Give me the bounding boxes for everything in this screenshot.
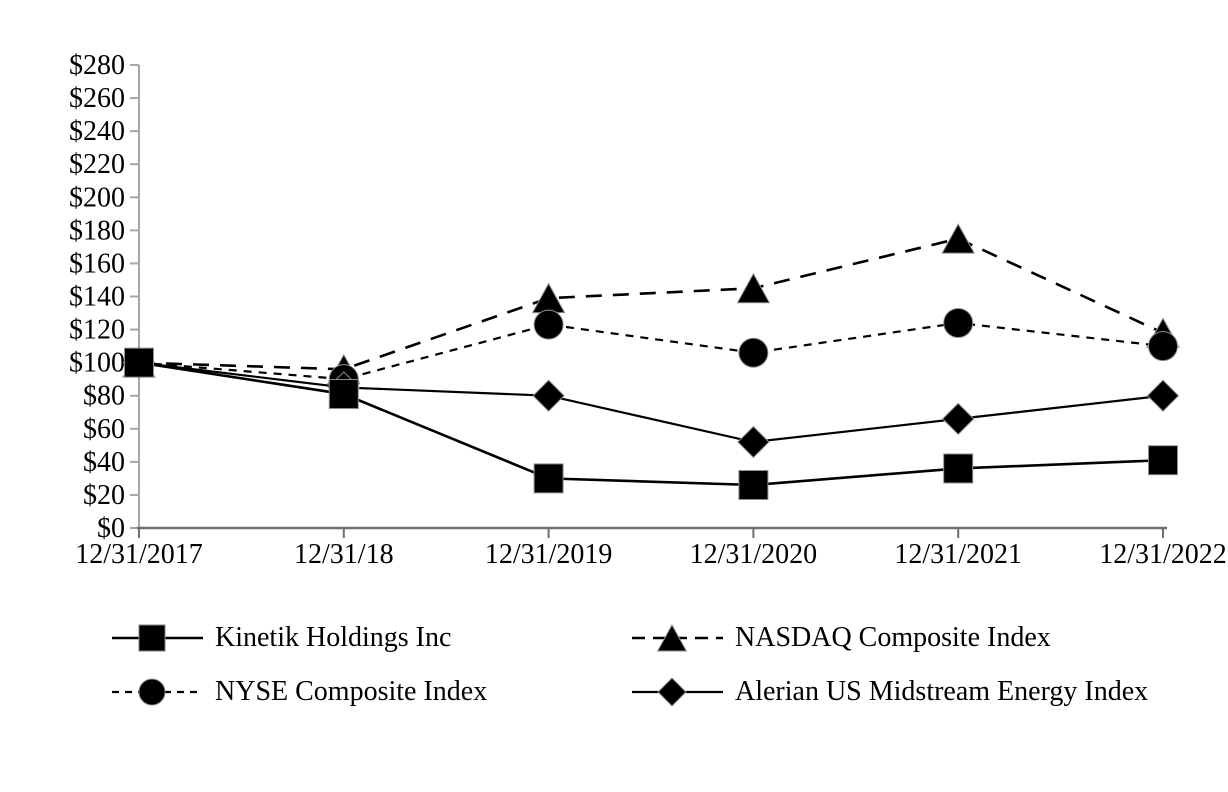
series-line-alerian-us-midstream-energy-index xyxy=(138,361,1164,444)
y-tick-label: $240 xyxy=(69,116,125,147)
y-tick-label: $20 xyxy=(83,480,125,511)
x-tick-label: 12/31/2021 xyxy=(894,539,1022,570)
marker-square xyxy=(328,379,359,410)
square-marker-icon xyxy=(112,624,203,652)
x-tick-label: 12/31/2020 xyxy=(690,539,818,570)
marker-square xyxy=(124,347,154,378)
marker-triangle xyxy=(941,223,976,254)
y-tick-label: $220 xyxy=(69,149,125,180)
legend-item-kinetik: Kinetik Holdings Inc xyxy=(110,618,451,658)
series-line-nyse-composite-index xyxy=(138,321,1164,381)
x-tick-label: 12/31/2017 xyxy=(75,539,203,570)
y-tick-label: $60 xyxy=(83,414,125,445)
performance-chart-svg: $280$260$240$220$200$180$160$140$120$100… xyxy=(69,50,1227,570)
y-tick-label: $280 xyxy=(69,50,125,81)
y-tick-label: $100 xyxy=(69,348,125,379)
x-tick-label: 12/31/2022 xyxy=(1099,539,1227,570)
marker-circle xyxy=(738,337,769,368)
y-tick-label: $140 xyxy=(69,282,125,313)
series-line-nasdaq-composite-index xyxy=(138,237,1164,371)
diamond-marker-icon xyxy=(632,677,723,707)
marker-diamond xyxy=(737,425,770,459)
marker-triangle xyxy=(656,623,688,652)
marker-circle xyxy=(533,309,564,340)
marker-circle xyxy=(943,307,974,338)
marker-square xyxy=(533,463,564,494)
y-tick-label: $260 xyxy=(69,83,125,114)
y-tick-label: $180 xyxy=(69,215,125,246)
y-tick-label: $160 xyxy=(69,248,125,279)
marker-square xyxy=(738,470,769,501)
marker-diamond xyxy=(1146,379,1180,412)
marker-circle xyxy=(1148,331,1178,362)
x-tick-label: 12/31/2019 xyxy=(485,539,613,570)
marker-diamond xyxy=(657,677,687,707)
y-tick-label: $40 xyxy=(83,447,125,478)
y-tick-label: $0 xyxy=(97,513,125,544)
legend-label-alerian: Alerian US Midstream Energy Index xyxy=(735,676,1149,707)
legend-item-nasdaq: NASDAQ Composite Index xyxy=(630,618,1051,658)
legend-label-nyse: NYSE Composite Index xyxy=(215,676,488,707)
marker-square xyxy=(138,624,166,652)
series-line-kinetik-holdings-inc xyxy=(138,361,1164,487)
y-tick-label: $80 xyxy=(83,381,125,412)
y-tick-label: $200 xyxy=(69,182,125,213)
marker-triangle xyxy=(736,272,771,304)
marker-square xyxy=(943,453,974,484)
y-tick-label: $120 xyxy=(69,315,125,346)
x-tick-label: 12/31/18 xyxy=(294,539,394,570)
legend-label-kinetik: Kinetik Holdings Inc xyxy=(215,622,452,653)
marker-square xyxy=(1148,445,1178,476)
triangle-marker-icon xyxy=(632,623,723,652)
legend-label-nasdaq: NASDAQ Composite Index xyxy=(735,622,1051,653)
legend-item-nyse: NYSE Composite Index xyxy=(110,672,487,712)
legend-item-alerian: Alerian US Midstream Energy Index xyxy=(630,672,1148,712)
circle-marker-icon xyxy=(112,678,203,706)
marker-diamond xyxy=(941,402,975,436)
marker-diamond xyxy=(532,379,565,412)
marker-circle xyxy=(138,678,166,706)
